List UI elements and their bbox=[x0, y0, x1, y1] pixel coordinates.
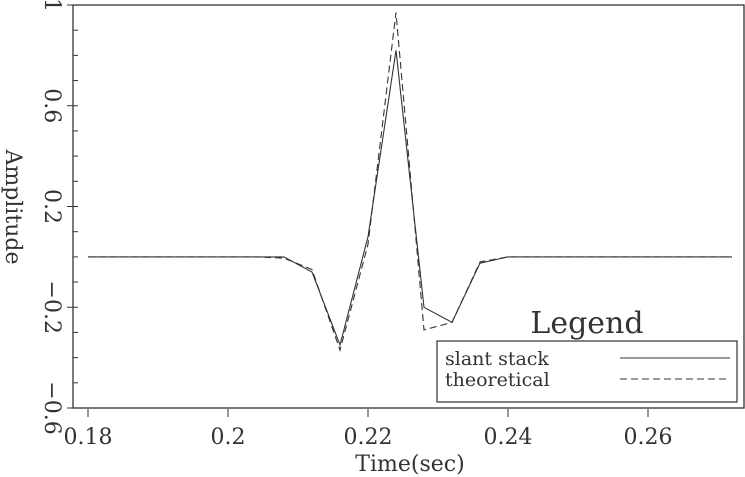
x-tick-label: 0.22 bbox=[344, 425, 393, 450]
series-line-slant-stack bbox=[88, 50, 732, 347]
series-group bbox=[88, 12, 732, 352]
y-tick-label: −0.6 bbox=[39, 381, 64, 434]
legend-title: Legend bbox=[530, 306, 643, 341]
x-tick-label: 0.26 bbox=[624, 425, 673, 450]
y-tick-label: 0.6 bbox=[39, 88, 64, 123]
x-tick-label: 0.24 bbox=[484, 425, 533, 450]
x-axis-label: Time(sec) bbox=[355, 452, 464, 477]
y-tick-label: 0.2 bbox=[39, 189, 64, 224]
series-line-theoretical bbox=[88, 12, 732, 352]
legend: Legend slant stack theoretical bbox=[436, 306, 738, 403]
y-axis-label: Amplitude bbox=[0, 148, 25, 264]
legend-label-slant-stack: slant stack bbox=[445, 348, 549, 370]
y-tick-label: 1 bbox=[39, 0, 64, 12]
legend-label-theoretical: theoretical bbox=[445, 369, 550, 391]
y-tick-label: −0.2 bbox=[39, 281, 64, 334]
x-tick-label: 0.18 bbox=[64, 425, 113, 450]
legend-box bbox=[436, 340, 738, 403]
plot-frame bbox=[72, 4, 745, 409]
axes: 1 0.6 0.2 −0.2 −0.60.18 0.2 0.22 0.24 0.26 bbox=[39, 0, 745, 450]
x-tick-label: 0.2 bbox=[211, 425, 246, 450]
